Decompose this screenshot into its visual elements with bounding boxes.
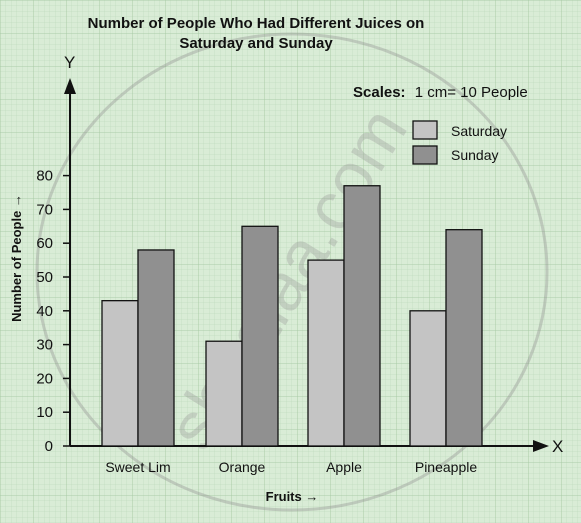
chart-title-line-2: Saturday and Sunday [179,35,333,52]
y-tick-label: 10 [36,404,53,421]
y-tick-label: 20 [36,370,53,387]
bar-saturday-pineapple [409,310,447,447]
bar-sunday-orange [241,225,279,447]
chart-title-line-1: Number of People Who Had Different Juice… [88,15,425,32]
y-tick-label: 70 [36,201,53,218]
y-tick-label: 40 [36,303,53,320]
category-label-group: Sweet Lim Orange Apple Pineapple [105,459,477,475]
y-tick-label: 30 [36,337,53,354]
y-axis-title: Number of People → [9,194,24,322]
bar-sunday-pineapple [445,229,483,447]
bar-group [101,185,483,447]
legend-label-sunday: Sunday [451,147,498,163]
bar-saturday-sweet-lim [101,300,139,447]
scales-value: 1 cm= 10 People [415,84,528,101]
y-tick-label: 0 [45,438,53,455]
bar-saturday-orange [205,340,243,447]
legend-swatch-saturday [412,120,438,140]
bar-sunday-sweet-lim [137,249,175,447]
y-tick-label: 80 [36,168,53,185]
category-label: Orange [219,459,266,475]
y-tick-label: 50 [36,269,53,286]
y-axis-letter: Y [64,53,75,72]
x-axis-title: Fruits → [266,489,319,504]
legend-label-saturday: Saturday [451,123,507,139]
y-axis-arrowhead [64,78,76,94]
x-axis-letter: X [552,437,563,456]
y-tick-label: 60 [36,235,53,252]
scales-note: Scales: 1 cm= 10 People [353,84,528,101]
y-tick-group: 0 10 20 30 40 50 60 70 80 [36,168,70,455]
bar-saturday-apple [307,259,345,447]
bar-sunday-apple [343,185,381,447]
category-label: Sweet Lim [105,459,170,475]
scales-label: Scales: [353,84,406,101]
watermark-ring [35,32,549,512]
category-label: Apple [326,459,362,475]
legend: Saturday Sunday [412,120,507,165]
category-label: Pineapple [415,459,477,475]
x-axis-arrowhead [533,440,549,452]
legend-swatch-sunday [412,145,438,165]
